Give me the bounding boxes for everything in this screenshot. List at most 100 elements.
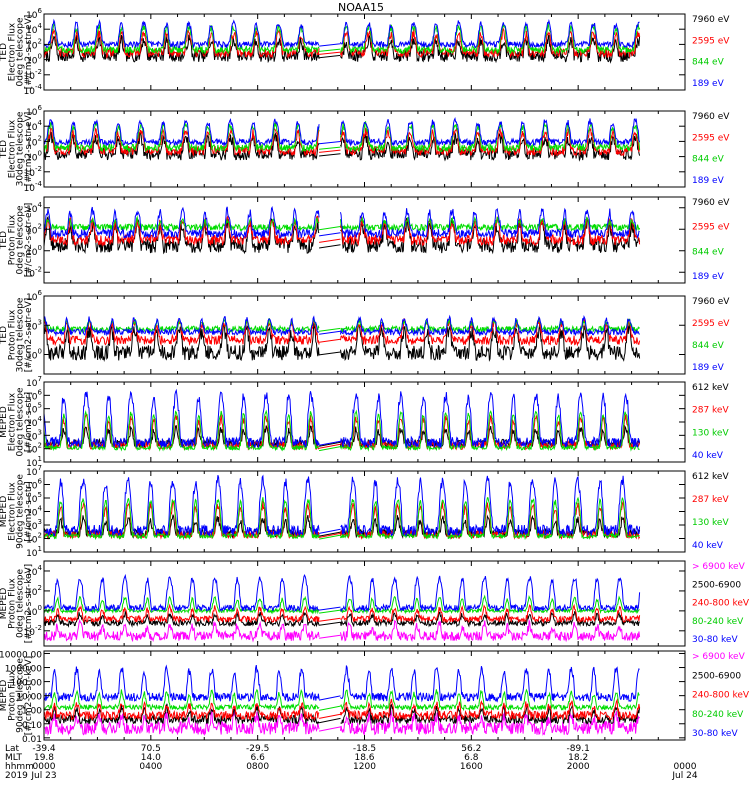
- series-line-240-800-kev: [44, 698, 641, 722]
- y-axis-label-line: [#/cm2-s-str-eV]: [24, 203, 34, 278]
- y-tick-label: 102: [26, 222, 42, 236]
- y-axis-label: TEDElectron Flux0deg telescope[#/cm2-s-s…: [0, 15, 34, 90]
- time-axis-row-label: 2019: [5, 771, 28, 781]
- y-tick-base: 10: [26, 226, 38, 236]
- y-axis-label: MEPEDElectron Flux0deg telescope[#/cm2-s…: [0, 387, 34, 457]
- panel-data: [44, 474, 641, 541]
- y-tick-base: 100.00: [11, 679, 43, 689]
- y-tick-base: 10: [26, 536, 38, 546]
- y-tick-exponent: 2: [38, 442, 42, 450]
- y-axis-label: MEPEDProton Flux90deg telescope[#/cm2-s-…: [0, 656, 34, 735]
- panel-data: [44, 18, 641, 64]
- legend-label: 40 keV: [692, 451, 724, 461]
- y-tick-exponent: 3: [38, 518, 42, 526]
- y-axis-label: MEPEDElectron Flux90deg telescope[#/cm2-…: [0, 474, 34, 549]
- legend-label: 2595 eV: [692, 319, 730, 329]
- legend-label: 844 eV: [692, 247, 725, 257]
- y-tick-exponent: -2: [35, 624, 42, 632]
- y-axis-label: TEDElectron Flux30deg telescope[#/cm2-s-…: [0, 111, 34, 186]
- y-tick-label: 103: [26, 318, 42, 332]
- series-line-189-ev: [44, 116, 641, 147]
- time-axis-value: 6.8: [464, 753, 479, 763]
- panel-data: [44, 206, 641, 255]
- y-axis-label-line: MEPED: [0, 406, 9, 438]
- series-line-130-kev: [44, 496, 640, 541]
- y-tick-exponent: -2: [35, 68, 42, 76]
- time-axis-value: 18.6: [354, 753, 374, 763]
- y-tick-base: 10: [26, 568, 38, 578]
- y-tick-label: 104: [26, 22, 42, 36]
- y-tick-label: 102: [26, 134, 42, 148]
- y-tick-base: 10: [26, 482, 38, 492]
- y-axis-label-line: 0deg telescope: [16, 205, 26, 275]
- y-tick-label: 1.00: [22, 707, 42, 717]
- series-line-80-240-kev: [44, 688, 640, 712]
- y-tick-label: 100: [26, 244, 42, 258]
- y-tick-base: 10.00: [16, 693, 42, 703]
- legend-label: 844 eV: [692, 155, 725, 165]
- legend-label: 130 keV: [692, 518, 729, 528]
- y-tick-exponent: -4: [35, 83, 43, 91]
- legend-label: 7960 eV: [692, 112, 730, 122]
- y-tick-base: 10: [24, 169, 36, 179]
- series-line-2500-6900: [44, 610, 641, 628]
- panel-data: [44, 388, 641, 452]
- series-line-30-80-kev: [44, 664, 640, 703]
- series-line--6900-kev: [44, 618, 641, 643]
- y-tick-label: 106: [26, 7, 42, 21]
- time-axis-value: 0000: [33, 762, 56, 772]
- y-tick-label: 104: [26, 505, 42, 519]
- y-tick-base: 10000.00: [0, 650, 42, 660]
- y-tick-label: 10-2: [24, 165, 42, 179]
- legend-label: 2500-6900: [692, 671, 741, 681]
- y-tick-label: 103: [26, 518, 42, 532]
- y-tick-base: 10: [24, 628, 36, 638]
- chart-title: NOAA15: [338, 1, 384, 14]
- y-axis-label-line: 30deg telescope: [16, 111, 26, 186]
- y-tick-base: 10: [26, 392, 38, 402]
- y-tick-label: 106: [26, 289, 42, 303]
- legend-label: 189 eV: [692, 176, 725, 186]
- y-axis-label-line: 0deg telescope: [16, 387, 26, 457]
- legend-label: 2595 eV: [692, 133, 730, 143]
- panel-data: [44, 314, 641, 362]
- y-axis-label-line: 30deg telescope: [16, 297, 26, 372]
- y-tick-label: 100: [26, 150, 42, 164]
- legend-label: 7960 eV: [692, 297, 730, 307]
- y-tick-label: 104: [26, 564, 42, 578]
- legend-label: 844 eV: [692, 341, 725, 351]
- y-tick-label: 107: [26, 464, 42, 478]
- y-tick-exponent: 6: [38, 289, 43, 297]
- legend-label: 287 keV: [692, 406, 729, 416]
- y-axis-label: TEDProton Flux30deg telescope[#/cm2-s-st…: [0, 297, 34, 372]
- y-axis-label-line: Electron Flux: [7, 119, 17, 178]
- y-tick-exponent: 0: [38, 604, 42, 612]
- y-tick-label: 100: [26, 604, 42, 618]
- y-axis-label-line: TED: [0, 140, 9, 159]
- legend-label: 30-80 keV: [692, 729, 738, 739]
- y-tick-base: 10: [26, 123, 38, 133]
- y-tick-base: 1000.00: [5, 665, 42, 675]
- y-tick-label: 10-2: [24, 624, 42, 638]
- y-tick-base: 10: [26, 509, 38, 519]
- y-tick-exponent: 4: [38, 22, 43, 30]
- time-axis-value: -89.1: [567, 744, 590, 754]
- y-tick-label: 10.00: [16, 693, 42, 703]
- y-tick-base: 10: [24, 87, 36, 97]
- y-tick-exponent: -2: [35, 265, 42, 273]
- y-tick-label: 104: [26, 119, 42, 133]
- y-tick-base: 10: [26, 495, 38, 505]
- y-tick-exponent: 5: [38, 491, 42, 499]
- series-line-40-kev: [44, 474, 641, 537]
- series-line-240-800-kev: [44, 603, 641, 624]
- time-axis-value: 0400: [139, 762, 162, 772]
- y-tick-base: 10: [26, 138, 38, 148]
- legend-label: 7960 eV: [692, 198, 730, 208]
- y-tick-base: 10: [26, 26, 38, 36]
- y-tick-label: 102: [26, 442, 42, 456]
- y-axis-label-line: Electron Flux: [7, 482, 17, 541]
